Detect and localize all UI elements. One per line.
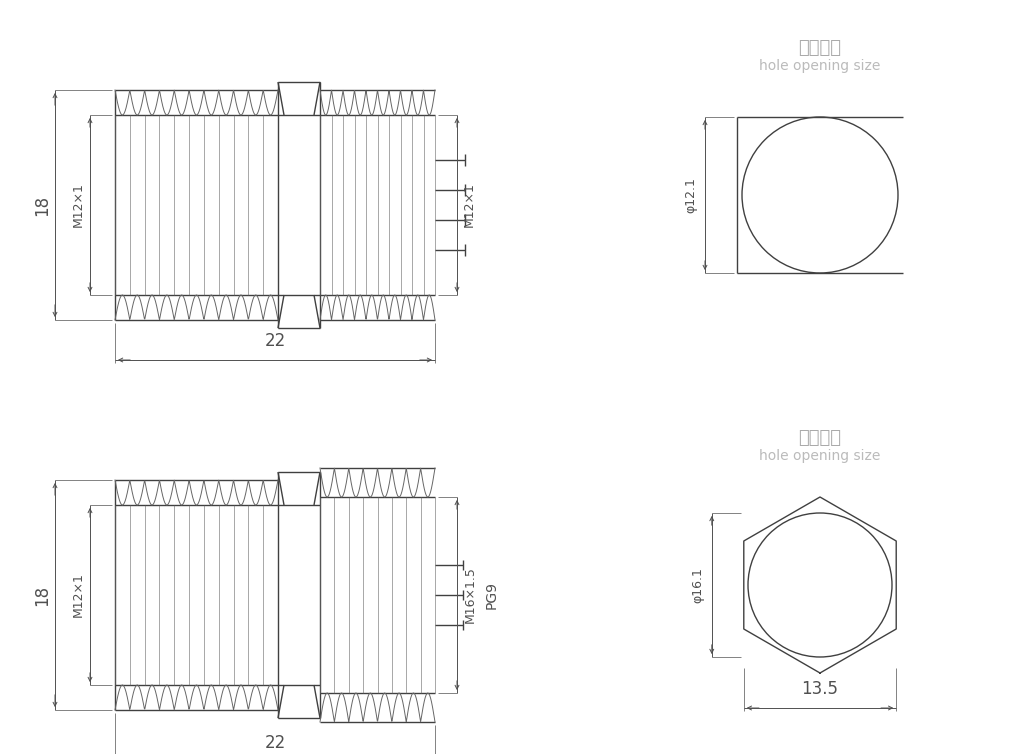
Text: M16×1.5: M16×1.5 (464, 566, 476, 624)
Text: 22: 22 (264, 734, 286, 752)
Text: 18: 18 (33, 195, 51, 216)
Text: φ16.1: φ16.1 (691, 567, 705, 603)
Text: 开孔尺寸: 开孔尺寸 (799, 39, 842, 57)
Text: φ12.1: φ12.1 (684, 177, 697, 213)
Text: PG9: PG9 (485, 581, 499, 609)
Text: M12×1: M12×1 (463, 182, 475, 228)
Text: 开孔尺寸: 开孔尺寸 (799, 429, 842, 447)
Text: M12×1: M12×1 (72, 182, 85, 228)
Text: hole opening size: hole opening size (760, 59, 881, 73)
Text: hole opening size: hole opening size (760, 449, 881, 463)
Text: M12×1: M12×1 (72, 572, 85, 618)
Text: 13.5: 13.5 (802, 680, 839, 698)
Text: 18: 18 (33, 584, 51, 605)
Text: 22: 22 (264, 332, 286, 350)
